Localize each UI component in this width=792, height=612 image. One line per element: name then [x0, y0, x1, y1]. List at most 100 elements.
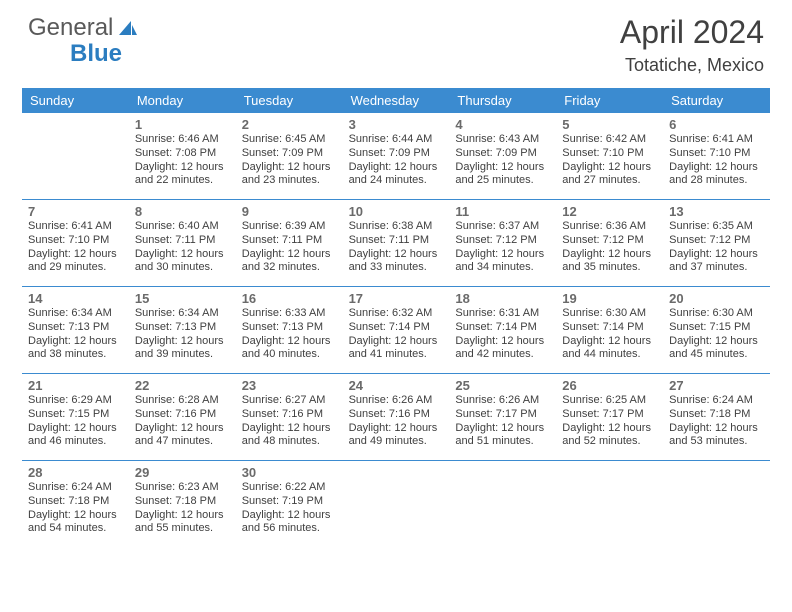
day-cell [22, 113, 129, 199]
day-number: 4 [455, 117, 550, 132]
col-tuesday: Tuesday [236, 88, 343, 113]
sunrise-line: Sunrise: 6:32 AM [349, 307, 444, 321]
sunset-line: Sunset: 7:14 PM [455, 321, 550, 335]
day-number: 29 [135, 465, 230, 480]
daylight-line: Daylight: 12 hours and 54 minutes. [28, 509, 123, 537]
sunset-line: Sunset: 7:18 PM [28, 495, 123, 509]
day-number: 7 [28, 204, 123, 219]
sunset-line: Sunset: 7:16 PM [135, 408, 230, 422]
day-cell: 25Sunrise: 6:26 AMSunset: 7:17 PMDayligh… [449, 374, 556, 460]
day-number: 12 [562, 204, 657, 219]
sunrise-line: Sunrise: 6:26 AM [455, 394, 550, 408]
day-number: 24 [349, 378, 444, 393]
daylight-line: Daylight: 12 hours and 51 minutes. [455, 422, 550, 450]
day-number: 16 [242, 291, 337, 306]
logo-text-2: Blue [70, 40, 122, 68]
week-row: 21Sunrise: 6:29 AMSunset: 7:15 PMDayligh… [22, 374, 770, 461]
sunrise-line: Sunrise: 6:30 AM [669, 307, 764, 321]
sunset-line: Sunset: 7:16 PM [349, 408, 444, 422]
day-cell: 4Sunrise: 6:43 AMSunset: 7:09 PMDaylight… [449, 113, 556, 199]
week-row: 1Sunrise: 6:46 AMSunset: 7:08 PMDaylight… [22, 113, 770, 200]
sunrise-line: Sunrise: 6:39 AM [242, 220, 337, 234]
day-number: 27 [669, 378, 764, 393]
daylight-line: Daylight: 12 hours and 53 minutes. [669, 422, 764, 450]
sunrise-line: Sunrise: 6:44 AM [349, 133, 444, 147]
sunrise-line: Sunrise: 6:31 AM [455, 307, 550, 321]
sunset-line: Sunset: 7:15 PM [28, 408, 123, 422]
daylight-line: Daylight: 12 hours and 44 minutes. [562, 335, 657, 363]
sunset-line: Sunset: 7:13 PM [135, 321, 230, 335]
day-cell: 14Sunrise: 6:34 AMSunset: 7:13 PMDayligh… [22, 287, 129, 373]
sunrise-line: Sunrise: 6:45 AM [242, 133, 337, 147]
sunset-line: Sunset: 7:10 PM [28, 234, 123, 248]
day-number: 6 [669, 117, 764, 132]
day-cell: 17Sunrise: 6:32 AMSunset: 7:14 PMDayligh… [343, 287, 450, 373]
day-number: 2 [242, 117, 337, 132]
daylight-line: Daylight: 12 hours and 45 minutes. [669, 335, 764, 363]
day-cell: 12Sunrise: 6:36 AMSunset: 7:12 PMDayligh… [556, 200, 663, 286]
day-cell: 9Sunrise: 6:39 AMSunset: 7:11 PMDaylight… [236, 200, 343, 286]
logo: General [28, 14, 141, 42]
day-number: 11 [455, 204, 550, 219]
day-cell: 21Sunrise: 6:29 AMSunset: 7:15 PMDayligh… [22, 374, 129, 460]
daylight-line: Daylight: 12 hours and 29 minutes. [28, 248, 123, 276]
daylight-line: Daylight: 12 hours and 41 minutes. [349, 335, 444, 363]
day-number: 15 [135, 291, 230, 306]
sunset-line: Sunset: 7:17 PM [455, 408, 550, 422]
sunset-line: Sunset: 7:11 PM [349, 234, 444, 248]
sunrise-line: Sunrise: 6:29 AM [28, 394, 123, 408]
day-number: 30 [242, 465, 337, 480]
daylight-line: Daylight: 12 hours and 23 minutes. [242, 161, 337, 189]
week-row: 7Sunrise: 6:41 AMSunset: 7:10 PMDaylight… [22, 200, 770, 287]
col-friday: Friday [556, 88, 663, 113]
day-cell: 24Sunrise: 6:26 AMSunset: 7:16 PMDayligh… [343, 374, 450, 460]
day-cell: 13Sunrise: 6:35 AMSunset: 7:12 PMDayligh… [663, 200, 770, 286]
sunset-line: Sunset: 7:09 PM [242, 147, 337, 161]
location: Totatiche, Mexico [620, 55, 764, 76]
sunset-line: Sunset: 7:11 PM [135, 234, 230, 248]
sunrise-line: Sunrise: 6:28 AM [135, 394, 230, 408]
sunrise-line: Sunrise: 6:35 AM [669, 220, 764, 234]
sunset-line: Sunset: 7:16 PM [242, 408, 337, 422]
sunset-line: Sunset: 7:12 PM [455, 234, 550, 248]
daylight-line: Daylight: 12 hours and 47 minutes. [135, 422, 230, 450]
day-cell: 19Sunrise: 6:30 AMSunset: 7:14 PMDayligh… [556, 287, 663, 373]
day-number: 18 [455, 291, 550, 306]
daylight-line: Daylight: 12 hours and 42 minutes. [455, 335, 550, 363]
sunset-line: Sunset: 7:09 PM [349, 147, 444, 161]
sunrise-line: Sunrise: 6:25 AM [562, 394, 657, 408]
sunrise-line: Sunrise: 6:38 AM [349, 220, 444, 234]
sunrise-line: Sunrise: 6:46 AM [135, 133, 230, 147]
day-number: 8 [135, 204, 230, 219]
day-number: 9 [242, 204, 337, 219]
sunrise-line: Sunrise: 6:41 AM [28, 220, 123, 234]
sunset-line: Sunset: 7:14 PM [349, 321, 444, 335]
day-number: 19 [562, 291, 657, 306]
sunrise-line: Sunrise: 6:43 AM [455, 133, 550, 147]
daylight-line: Daylight: 12 hours and 56 minutes. [242, 509, 337, 537]
sunset-line: Sunset: 7:19 PM [242, 495, 337, 509]
sunset-line: Sunset: 7:12 PM [562, 234, 657, 248]
day-cell: 8Sunrise: 6:40 AMSunset: 7:11 PMDaylight… [129, 200, 236, 286]
day-cell: 5Sunrise: 6:42 AMSunset: 7:10 PMDaylight… [556, 113, 663, 199]
daylight-line: Daylight: 12 hours and 55 minutes. [135, 509, 230, 537]
week-row: 28Sunrise: 6:24 AMSunset: 7:18 PMDayligh… [22, 461, 770, 547]
sunset-line: Sunset: 7:09 PM [455, 147, 550, 161]
col-sunday: Sunday [22, 88, 129, 113]
daylight-line: Daylight: 12 hours and 27 minutes. [562, 161, 657, 189]
day-cell: 29Sunrise: 6:23 AMSunset: 7:18 PMDayligh… [129, 461, 236, 547]
day-number: 5 [562, 117, 657, 132]
sunrise-line: Sunrise: 6:22 AM [242, 481, 337, 495]
day-number: 3 [349, 117, 444, 132]
sunrise-line: Sunrise: 6:36 AM [562, 220, 657, 234]
col-monday: Monday [129, 88, 236, 113]
sunset-line: Sunset: 7:18 PM [669, 408, 764, 422]
day-cell: 3Sunrise: 6:44 AMSunset: 7:09 PMDaylight… [343, 113, 450, 199]
daylight-line: Daylight: 12 hours and 38 minutes. [28, 335, 123, 363]
daylight-line: Daylight: 12 hours and 46 minutes. [28, 422, 123, 450]
sunset-line: Sunset: 7:13 PM [242, 321, 337, 335]
sunset-line: Sunset: 7:13 PM [28, 321, 123, 335]
day-number: 13 [669, 204, 764, 219]
daylight-line: Daylight: 12 hours and 32 minutes. [242, 248, 337, 276]
daylight-line: Daylight: 12 hours and 39 minutes. [135, 335, 230, 363]
